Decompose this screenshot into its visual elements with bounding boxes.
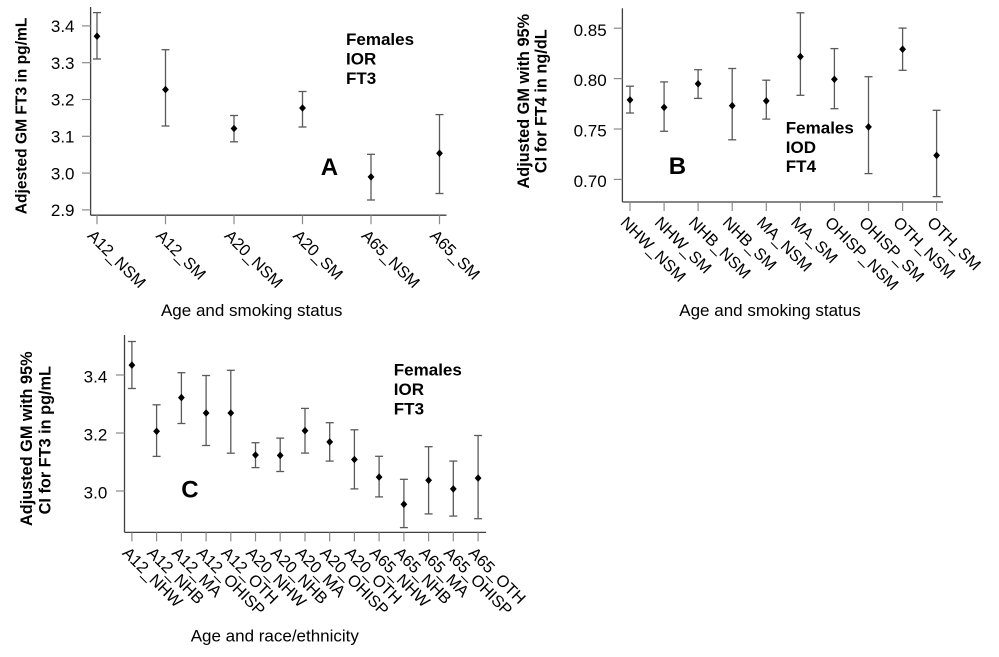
svg-text:Females: Females (346, 30, 414, 49)
svg-text:FT4: FT4 (786, 157, 817, 176)
svg-text:2.9: 2.9 (51, 201, 75, 220)
svg-text:A: A (321, 154, 338, 181)
svg-text:0.80: 0.80 (574, 71, 607, 90)
svg-text:C: C (181, 477, 198, 504)
svg-text:3.3: 3.3 (51, 54, 75, 73)
svg-text:0.85: 0.85 (574, 21, 607, 40)
svg-text:3.4: 3.4 (51, 17, 75, 36)
svg-text:IOD: IOD (786, 138, 816, 157)
svg-text:B: B (669, 153, 686, 180)
svg-text:Age and race/ethnicity: Age and race/ethnicity (191, 626, 360, 645)
svg-text:3.0: 3.0 (84, 484, 108, 503)
svg-text:IOR: IOR (394, 380, 424, 399)
svg-text:CI for FT4 in ng/dL: CI for FT4 in ng/dL (532, 29, 550, 173)
svg-text:0.75: 0.75 (574, 122, 607, 141)
svg-text:Age and smoking status: Age and smoking status (679, 301, 860, 320)
svg-text:Females: Females (786, 118, 854, 137)
svg-text:Adjusted GM with 95%: Adjusted GM with 95% (515, 13, 533, 188)
svg-text:3.4: 3.4 (84, 368, 108, 387)
svg-text:FT3: FT3 (394, 399, 424, 418)
svg-text:Adjested GM FT3 in pg/mL: Adjested GM FT3 in pg/mL (14, 17, 31, 214)
svg-text:Adjusted GM with 95%: Adjusted GM with 95% (18, 351, 36, 526)
svg-text:CI for FT3 in pg/mL: CI for FT3 in pg/mL (37, 366, 55, 514)
svg-text:Females: Females (394, 361, 462, 380)
svg-text:3.0: 3.0 (51, 164, 75, 183)
svg-text:3.2: 3.2 (84, 426, 108, 445)
svg-text:3.2: 3.2 (51, 91, 75, 110)
svg-text:FT3: FT3 (346, 69, 376, 88)
svg-text:Age and smoking status: Age and smoking status (161, 301, 342, 320)
svg-text:IOR: IOR (346, 49, 376, 68)
svg-text:3.1: 3.1 (51, 128, 75, 147)
svg-text:0.70: 0.70 (574, 172, 607, 191)
